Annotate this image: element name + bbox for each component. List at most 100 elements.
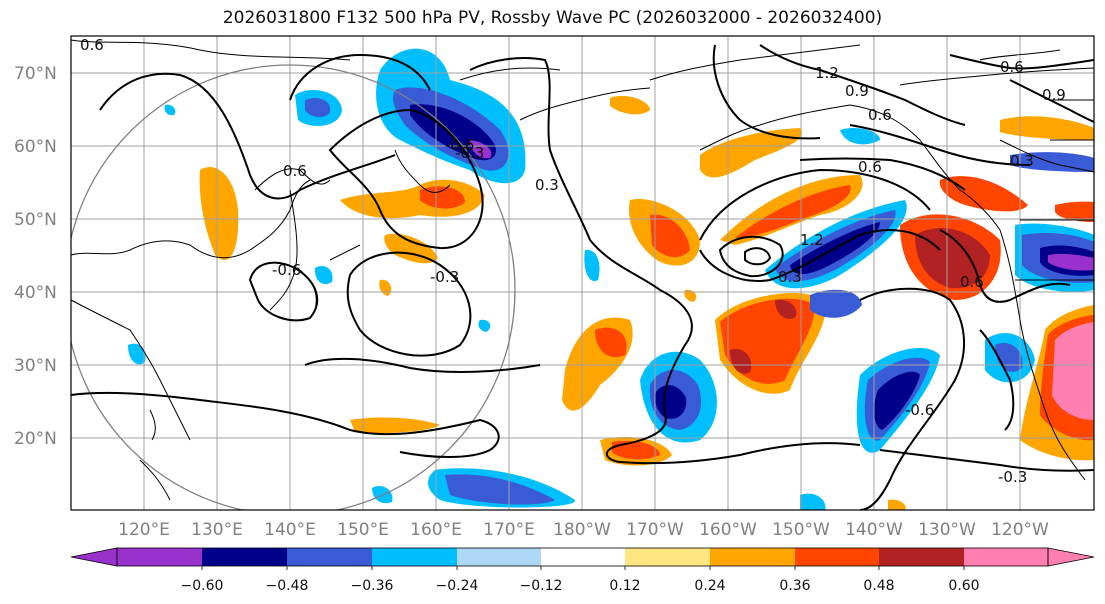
contour-label: -0.3	[998, 468, 1027, 486]
pv-blob	[700, 128, 802, 178]
pv-blob	[128, 343, 146, 365]
colorbar-segment	[625, 548, 710, 566]
pv-blob	[595, 327, 627, 358]
lat-label: 30°N	[14, 356, 57, 376]
lon-label: 170°E	[483, 520, 535, 540]
contour-label: 0.6	[868, 106, 892, 124]
radius-circle	[71, 64, 516, 510]
colorbar-segment	[287, 548, 372, 566]
pv-blob	[655, 385, 687, 419]
contour-label: -0.6	[445, 136, 474, 154]
colorbar-tick-label: 0.48	[863, 578, 894, 594]
colorbar-tick-label: −0.24	[436, 578, 479, 594]
contour-label: -0.3	[455, 144, 484, 162]
latitude-labels: 70°N 60°N 50°N 40°N 30°N 20°N	[14, 64, 57, 449]
lon-label: 130°E	[191, 520, 243, 540]
contour-label: 0.3	[1010, 152, 1034, 170]
lat-label: 50°N	[14, 210, 57, 230]
colorbar-segment	[202, 548, 287, 566]
colorbar-segment	[541, 548, 625, 566]
colorbar-segment	[710, 548, 795, 566]
pv-blob	[730, 349, 752, 374]
pv-blob	[915, 227, 990, 289]
colorbar-segment	[117, 548, 202, 566]
pv-blob	[164, 104, 176, 116]
pv-blob	[840, 128, 880, 145]
lon-label: 180°W	[553, 520, 611, 540]
lon-label: 120°E	[118, 520, 170, 540]
pv-blob	[384, 233, 438, 264]
contour-label: 0.6	[858, 158, 882, 176]
lon-label: 120°W	[991, 520, 1049, 540]
pv-blob	[800, 493, 826, 510]
colorbar-segment	[964, 548, 1048, 566]
pv-blob	[1052, 322, 1094, 420]
pv-blob	[478, 319, 491, 332]
lon-label: 160°W	[699, 520, 757, 540]
contour-label: 0.6	[283, 162, 307, 180]
colorbar-tick-label: −0.48	[266, 578, 309, 594]
lon-label: 170°W	[626, 520, 684, 540]
contour-label: -0.6	[272, 261, 301, 279]
lat-label: 60°N	[14, 137, 57, 157]
colorbar-min-arrow	[70, 547, 118, 567]
pv-blob	[305, 98, 331, 118]
longitude-labels: 120°E 130°E 140°E 150°E 160°E 170°E 180°…	[118, 520, 1049, 540]
pv-blob	[584, 249, 600, 282]
contour-label: 1.2	[815, 64, 839, 82]
pv-contours	[71, 44, 1094, 510]
map-frame	[70, 35, 1095, 511]
pv-blob	[445, 474, 555, 505]
colorbar-tick-label: −0.60	[181, 578, 224, 594]
contour-label: 0.3	[778, 268, 802, 286]
lat-label: 70°N	[14, 64, 57, 84]
contour-label: 0.6	[960, 273, 984, 291]
lon-label: 160°E	[410, 520, 462, 540]
lon-label: 140°E	[264, 520, 316, 540]
colorbar-tick-label: 0.24	[694, 578, 725, 594]
lon-label: 150°E	[337, 520, 389, 540]
lat-label: 40°N	[14, 283, 57, 303]
colorbar-max-arrow	[1047, 547, 1095, 567]
lon-label: 150°W	[772, 520, 830, 540]
contour-label: 1.2	[800, 231, 824, 249]
pv-blob	[735, 185, 851, 238]
contour-label: -0.6	[905, 401, 934, 419]
pv-blob	[199, 166, 239, 260]
pv-blob	[873, 371, 920, 430]
colorbar-segment	[372, 548, 457, 566]
pv-blob	[810, 289, 862, 318]
colorbar-segment	[879, 548, 964, 566]
pv-blob	[612, 440, 660, 460]
lon-label: 130°W	[918, 520, 976, 540]
colorbar-tick-label: 0.60	[948, 578, 979, 594]
colorbar-tick-label: 0.36	[779, 578, 810, 594]
pv-blob	[888, 499, 906, 510]
colorbar: −0.60 −0.48 −0.36 −0.24 −0.12 0.12 0.24 …	[70, 547, 1095, 594]
pv-blob	[1000, 116, 1094, 140]
contour-label: 0.3	[535, 176, 559, 194]
lat-label: 20°N	[14, 429, 57, 449]
pv-blob	[1055, 201, 1094, 222]
pv-blob	[775, 299, 797, 319]
contour-label: -0.3	[430, 268, 459, 286]
lon-label: 140°W	[845, 520, 903, 540]
contour-label: 0.6	[80, 36, 104, 54]
pv-blob	[1010, 152, 1094, 172]
colorbar-segment	[457, 548, 541, 566]
colorbar-tick-marks	[201, 566, 965, 570]
contour-label: 0.9	[845, 82, 869, 100]
pv-blob	[939, 176, 1028, 212]
colorbar-frame	[116, 547, 1049, 567]
pv-blob	[470, 140, 492, 159]
colorbar-tick-label: −0.12	[520, 578, 563, 594]
contour-label: 0.9	[1042, 86, 1066, 104]
pv-blob	[350, 417, 440, 434]
colorbar-tick-label: 0.12	[609, 578, 640, 594]
contour-labels: 0.6 -0.6 -0.3 -0.3 0.3 1.2 0.9 0.6 0.6 1…	[80, 36, 1066, 486]
pv-blob	[314, 265, 333, 285]
colorbar-segment	[795, 548, 879, 566]
map-title: 2026031800 F132 500 hPa PV, Rossby Wave …	[222, 8, 883, 28]
pv-blob	[1048, 253, 1094, 271]
